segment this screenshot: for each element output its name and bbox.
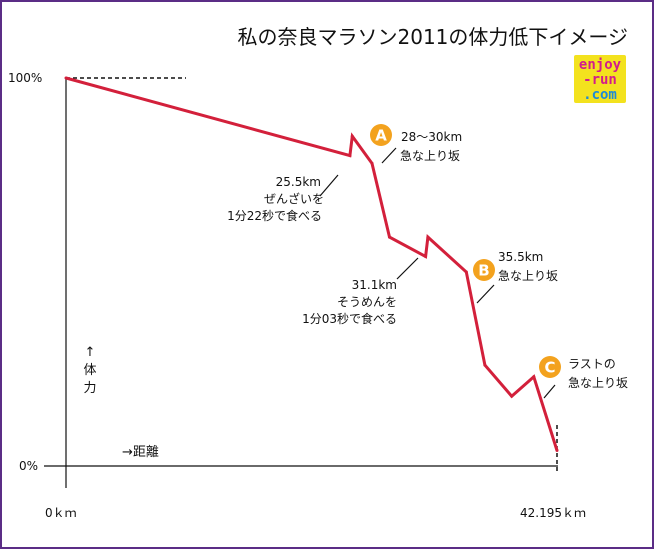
svg-text:B: B — [478, 262, 489, 280]
data-point — [350, 134, 354, 138]
annotation-somen-line3: 1分03秒で食べる — [302, 311, 397, 326]
data-point — [348, 154, 352, 158]
svg-text:A: A — [375, 127, 387, 145]
data-points — [64, 76, 559, 452]
svg-text:C: C — [544, 359, 555, 377]
site-logo: enjoy -run .com — [574, 55, 626, 103]
annotation-zenzai-line3: 1分22秒で食べる — [227, 208, 322, 223]
svg-text:enjoy: enjoy — [579, 57, 622, 73]
y-axis-label: ↑体力 — [83, 345, 96, 396]
badge-a: A — [370, 124, 392, 146]
annotation-b-line1: 35.5km — [498, 250, 543, 264]
data-point — [483, 363, 487, 367]
data-point — [532, 375, 536, 379]
svg-text:-run: -run — [583, 72, 617, 88]
chart-title: 私の奈良マラソン2011の体力低下イメージ — [238, 25, 629, 49]
svg-text:.com: .com — [583, 87, 617, 103]
annotation-a-line1: 28〜30km — [401, 130, 462, 144]
data-point — [464, 270, 468, 274]
data-point — [64, 76, 68, 80]
annotation-somen-line1: 31.1km — [352, 278, 397, 292]
data-point — [426, 235, 430, 239]
annotation-a-line2: 急な上り坂 — [400, 148, 460, 163]
annotation-zenzai-line1: 25.5km — [276, 175, 321, 189]
x-axis-label: →距離 — [122, 445, 159, 460]
data-point — [387, 235, 391, 239]
leader-line — [396, 257, 419, 280]
leader-line — [476, 284, 495, 304]
y-tick-label: 0% — [19, 459, 38, 473]
annotation-somen-line2: そうめんを — [337, 295, 397, 309]
y-tick-label: 100% — [8, 71, 42, 85]
leader-line — [319, 174, 339, 197]
annotation-c-line1: ラストの — [568, 357, 616, 371]
data-point — [555, 448, 559, 452]
badge-b: B — [473, 259, 495, 281]
data-point — [510, 394, 514, 398]
x-tick-label: 42.195ｋｍ — [520, 506, 586, 520]
data-point — [370, 161, 374, 165]
leader-line — [381, 147, 397, 164]
annotation-b-line2: 急な上り坂 — [498, 268, 558, 283]
data-point — [424, 254, 428, 258]
x-tick-label: 0ｋｍ — [45, 506, 77, 520]
annotation-zenzai-line2: ぜんざいを — [264, 191, 324, 206]
leader-line — [543, 384, 556, 399]
series-line — [65, 76, 559, 451]
badge-c: C — [539, 356, 561, 378]
annotation-c-line2: 急な上り坂 — [568, 375, 628, 390]
